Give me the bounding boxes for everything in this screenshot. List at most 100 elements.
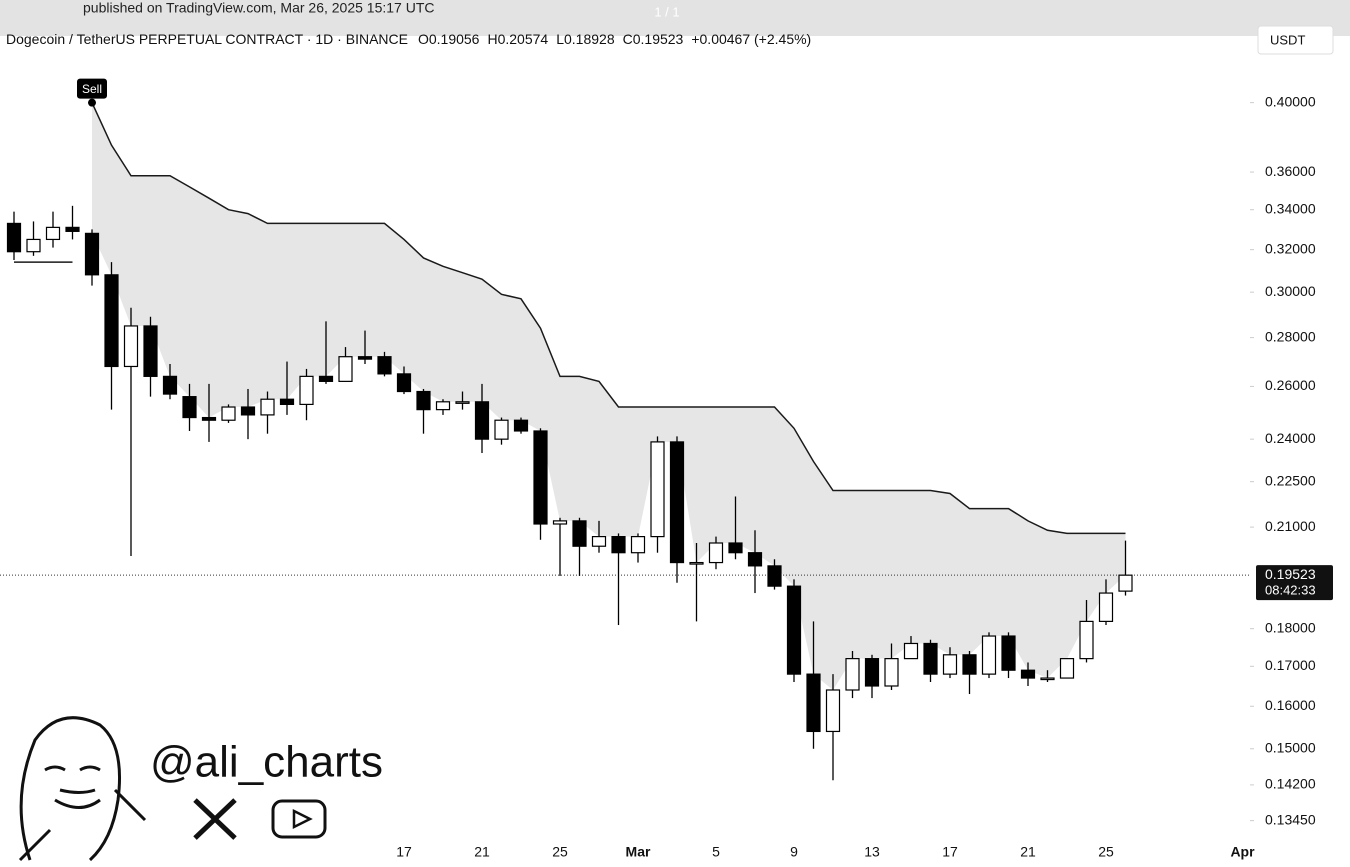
- candle-body: [611, 536, 626, 554]
- header-part: 0.20574: [498, 31, 549, 47]
- x-tick-label: 21: [1020, 844, 1036, 860]
- candle-body: [182, 396, 197, 419]
- candle-body: [669, 441, 685, 564]
- candle-body: [455, 401, 470, 404]
- y-tick-label: 0.28000: [1265, 328, 1316, 344]
- header-part: O: [418, 31, 429, 47]
- y-tick-label: 0.24000: [1265, 430, 1316, 446]
- candle-body: [884, 658, 899, 687]
- candle-body: [1098, 592, 1114, 622]
- candle-body: [279, 398, 295, 406]
- candle-body: [45, 226, 61, 241]
- candle-body: [338, 356, 353, 382]
- candle-body: [104, 274, 119, 368]
- y-tick-label: 0.17000: [1265, 657, 1316, 673]
- header-part: C: [623, 31, 633, 47]
- candle-body: [435, 401, 451, 411]
- published: published on TradingView.com, Mar 26, 20…: [83, 0, 435, 16]
- signal-box: [77, 78, 107, 99]
- candle-body: [1079, 620, 1094, 660]
- candle-body: [221, 406, 236, 421]
- x-tick-label: 9: [790, 844, 798, 860]
- price-tag-label: 0.19523: [1265, 566, 1316, 582]
- y-tick-label: 0.18000: [1265, 619, 1316, 635]
- candle-body: [513, 419, 529, 432]
- y-tick-label: 0.22500: [1265, 472, 1316, 488]
- chart-header: Dogecoin / TetherUS PERPETUAL CONTRACT ·…: [6, 31, 811, 47]
- candle-body: [494, 419, 509, 440]
- youtube-play: [292, 808, 313, 830]
- y-tick-label: 0.26000: [1265, 377, 1316, 393]
- x-tick-label: 13: [864, 844, 880, 860]
- y-tick-label: 0.36000: [1265, 163, 1316, 179]
- candle-body: [357, 356, 373, 360]
- candle-body: [201, 416, 217, 421]
- candle-body: [1020, 669, 1036, 679]
- candle-body: [162, 375, 178, 395]
- header-part: Dogecoin / TetherUS PERPETUAL CONTRACT ·…: [6, 31, 408, 47]
- x-tick-label: 25: [552, 844, 568, 860]
- candle-body: [689, 561, 704, 565]
- candle-body: [474, 401, 490, 440]
- candle-body: [825, 689, 841, 733]
- header-part: 0.19523: [633, 31, 684, 47]
- candle-body: [650, 441, 665, 538]
- y-tick-label: 0.21000: [1265, 518, 1316, 534]
- candle-body: [591, 536, 607, 547]
- candle-body: [708, 542, 724, 564]
- candle-body: [533, 430, 548, 525]
- currency-box: [1257, 25, 1334, 55]
- avatar: [18, 716, 147, 862]
- x-tick-label: 17: [942, 844, 958, 860]
- candle-body: [1040, 677, 1055, 681]
- y-tick-label: 0.15000: [1265, 739, 1316, 755]
- page-counter: 1 / 1: [654, 4, 679, 19]
- x-tick-label: 25: [1098, 844, 1114, 860]
- candle-body: [377, 356, 392, 375]
- candle-body: [572, 520, 587, 547]
- candle-body: [260, 398, 275, 416]
- y-tick-label: 0.32000: [1265, 240, 1316, 256]
- candle-body: [26, 238, 41, 253]
- candle-body: [845, 658, 860, 691]
- watermark: @ali_charts: [150, 738, 383, 787]
- candle-body: [630, 536, 646, 554]
- candle-body: [552, 520, 568, 525]
- price-axis: [1250, 55, 1350, 867]
- header-part: 0.19056: [429, 31, 480, 47]
- x-tick-label: Apr: [1230, 844, 1255, 860]
- trend-fill: [92, 102, 1126, 690]
- currency: USDT: [1270, 32, 1305, 47]
- candle-body: [240, 406, 256, 416]
- x-tick-label: 21: [474, 844, 490, 860]
- candle-body: [864, 658, 880, 687]
- price-tag: [1256, 565, 1333, 601]
- header-part: L: [556, 31, 564, 47]
- candle-body: [6, 222, 22, 253]
- axis-labels: 0.40000 0.36000 0.34000 0.32000 0.30000 0.280…: [1250, 93, 1333, 827]
- candle-body: [84, 232, 100, 276]
- candle-body: [942, 654, 958, 675]
- x-icon: [193, 798, 237, 840]
- candle-body: [1118, 574, 1133, 592]
- candle-body: [923, 642, 938, 675]
- candle-body: [299, 375, 314, 406]
- y-tick-label: 0.34000: [1265, 200, 1316, 216]
- header-part: +0.00467 (+2.45%): [691, 31, 811, 47]
- candle-body: [318, 375, 334, 382]
- candle-body: [1001, 635, 1016, 671]
- y-tick-label: 0.16000: [1265, 697, 1316, 713]
- header-part: H: [487, 31, 497, 47]
- x-tick-label: Mar: [626, 844, 651, 860]
- candle-body: [416, 390, 431, 411]
- y-tick-label: 0.40000: [1265, 93, 1316, 109]
- resistance-line: [91, 102, 1126, 535]
- candle-body: [903, 642, 919, 660]
- candle-body: [786, 585, 802, 675]
- youtube-icon: [271, 799, 327, 839]
- candle-body: [806, 673, 821, 733]
- signal-dot: [88, 98, 96, 107]
- x-tick-label: 17: [396, 844, 412, 860]
- candle-body: [396, 373, 412, 393]
